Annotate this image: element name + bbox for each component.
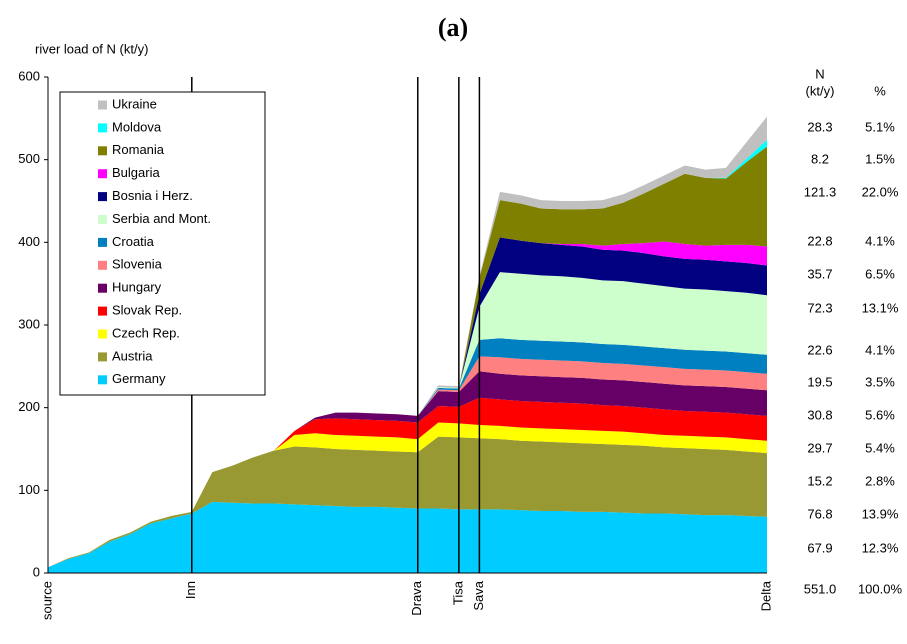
- x-tick-label: Delta: [758, 580, 773, 611]
- table-header: (kt/y): [806, 83, 835, 98]
- table-cell: 72.3: [807, 300, 832, 315]
- table-cell: 28.3: [807, 119, 832, 134]
- legend-label: Czech Rep.: [112, 325, 180, 340]
- chart-title: (a): [438, 13, 468, 42]
- table-cell: 29.7: [807, 440, 832, 455]
- area: [48, 356, 767, 568]
- table-cell: 3.5%: [865, 374, 895, 389]
- table-cell: 67.9: [807, 540, 832, 555]
- y-axis-title: river load of N (kt/y): [35, 41, 148, 56]
- table-header: %: [874, 83, 886, 98]
- x-tick-label: Tisa: [450, 580, 465, 605]
- x-tick-label: Drava: [409, 580, 424, 615]
- table-cell: 1.5%: [865, 151, 895, 166]
- table-cell: 76.8: [807, 506, 832, 521]
- legend-label: Bosnia i Herz.: [112, 188, 193, 203]
- area: [48, 436, 767, 568]
- area: [48, 272, 767, 568]
- area: [48, 146, 767, 568]
- legend-label: Moldova: [112, 119, 162, 134]
- legend-label: Slovak Rep.: [112, 303, 182, 318]
- table-cell: 13.1%: [862, 300, 899, 315]
- table-cell: 15.2: [807, 473, 832, 488]
- legend-swatch: [98, 375, 107, 385]
- legend-swatch: [98, 192, 107, 202]
- legend-swatch: [98, 169, 107, 179]
- y-tick-label: 100: [18, 482, 40, 497]
- table-cell: 5.6%: [865, 407, 895, 422]
- legend-swatch: [98, 329, 107, 339]
- y-tick-label: 500: [18, 151, 40, 166]
- area: [48, 397, 767, 568]
- table-cell: 19.5: [807, 374, 832, 389]
- x-tick-label: source: [39, 581, 54, 620]
- legend-swatch: [98, 352, 107, 362]
- table-cell: 13.9%: [862, 506, 899, 521]
- legend-swatch: [98, 100, 107, 110]
- area: [48, 338, 767, 568]
- table-cell: 30.8: [807, 407, 832, 422]
- legend-label: Romania: [112, 142, 165, 157]
- legend-label: Bulgaria: [112, 165, 160, 180]
- table-cell: 6.5%: [865, 266, 895, 281]
- table-cell: 5.4%: [865, 440, 895, 455]
- y-tick-label: 200: [18, 399, 40, 414]
- legend-label: Ukraine: [112, 96, 157, 111]
- x-tick-label: Sava: [471, 580, 486, 610]
- y-tick-label: 300: [18, 316, 40, 331]
- table-cell: 4.1%: [865, 342, 895, 357]
- legend-swatch: [98, 260, 107, 270]
- legend-label: Germany: [112, 371, 166, 386]
- table-cell: 100.0%: [858, 581, 903, 596]
- area: [48, 501, 767, 573]
- table-header: N: [815, 66, 824, 81]
- y-tick-label: 600: [18, 68, 40, 83]
- legend-swatch: [98, 123, 107, 133]
- table-cell: 8.2: [811, 151, 829, 166]
- legend-swatch: [98, 306, 107, 316]
- legend-swatch: [98, 237, 107, 247]
- table-cell: 35.7: [807, 266, 832, 281]
- table-cell: 5.1%: [865, 119, 895, 134]
- table-cell: 22.0%: [862, 184, 899, 199]
- table-cell: 4.1%: [865, 233, 895, 248]
- legend-swatch: [98, 215, 107, 224]
- table-cell: 121.3: [804, 184, 837, 199]
- legend-swatch: [98, 146, 107, 156]
- table-cell: 12.3%: [862, 540, 899, 555]
- y-tick-label: 0: [33, 564, 40, 579]
- table-cell: 551.0: [804, 581, 837, 596]
- legend-label: Austria: [112, 348, 153, 363]
- table-cell: 2.8%: [865, 473, 895, 488]
- legend-label: Hungary: [112, 280, 162, 295]
- area: [48, 371, 767, 568]
- legend-swatch: [98, 283, 107, 293]
- area: [48, 422, 767, 568]
- table-cell: 22.8: [807, 233, 832, 248]
- legend-label: Serbia and Mont.: [112, 211, 211, 226]
- y-tick-label: 400: [18, 234, 40, 249]
- area: [48, 237, 767, 568]
- legend-label: Croatia: [112, 234, 155, 249]
- table-cell: 22.6: [807, 342, 832, 357]
- legend-box: [59, 91, 266, 396]
- x-tick-label: Inn: [183, 581, 198, 599]
- legend-label: Slovenia: [112, 257, 163, 272]
